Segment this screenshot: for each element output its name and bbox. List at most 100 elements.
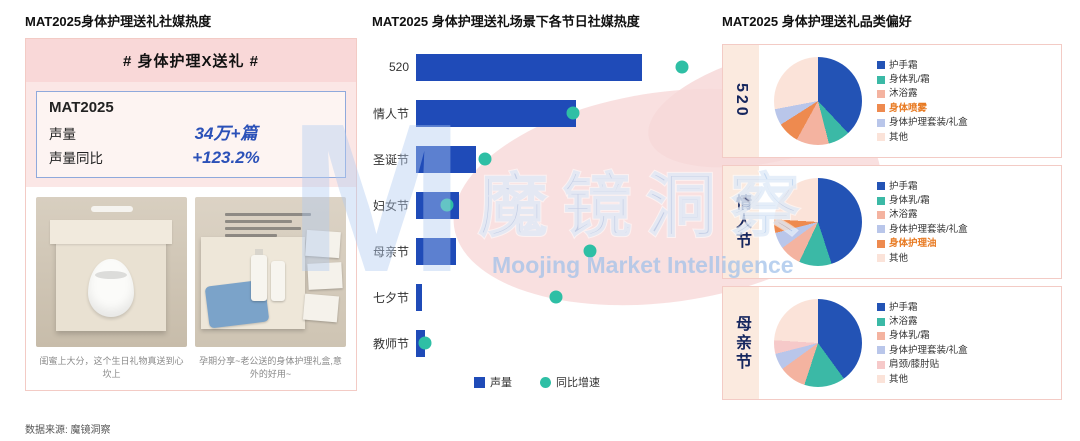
legend-swatch	[877, 360, 885, 369]
ugc-photos	[26, 187, 356, 351]
legend-swatch	[877, 346, 885, 355]
bar-track	[416, 99, 702, 127]
pie-legend-item: 身体乳/霜	[877, 330, 1057, 341]
pie-legend-item: 护手霜	[877, 181, 1057, 192]
bar-row: 情人节	[372, 90, 702, 136]
pie-band: 520	[723, 45, 759, 158]
ugc-photo-gift-egg	[36, 197, 187, 348]
legend-swatch	[877, 196, 885, 205]
legend-label: 声量	[490, 377, 512, 390]
bar-category-label: 520	[388, 60, 409, 75]
middle-panel-title: MAT2025 身体护理送礼场景下各节日社媒热度	[372, 14, 640, 29]
egg-device-shape	[88, 259, 134, 318]
legend-label: 身体乳/霜	[889, 194, 930, 206]
legend-label: 护手霜	[889, 301, 918, 313]
volume-label: 声量	[49, 127, 76, 143]
chart-legend: 声量 同比增速	[372, 374, 702, 390]
pie-legend-item: 肩颈/膝肘贴	[877, 359, 1057, 370]
pie-chart-mothers-day	[774, 299, 862, 388]
legend-swatch	[877, 211, 885, 220]
growth-dot	[440, 198, 454, 212]
volume-bar	[416, 145, 477, 173]
social-heat-panel: MAT2025身体护理送礼社媒热度 # 身体护理X送礼 # MAT2025 声量…	[25, 14, 357, 392]
pie-legend-item: 护手霜	[877, 60, 1057, 71]
stats-box: MAT2025 声量 34万+篇 声量同比 +123.2%	[36, 91, 346, 179]
bar-track	[416, 191, 702, 219]
stat-yoy-row: 声量同比 +123.2%	[49, 147, 333, 168]
stat-volume-row: 声量 34万+篇	[49, 119, 333, 144]
pie-legend-item: 身体护理套装/礼盒	[877, 224, 1057, 235]
legend-swatch	[877, 90, 885, 99]
legend-swatch	[877, 104, 885, 113]
legend-swatch	[877, 133, 885, 142]
photo-brand-mark	[90, 206, 133, 213]
category-preference-panel: MAT2025 身体护理送礼品类偏好 520 护手霜 身体乳/霜 沐浴露 身体喷雾 身体…	[722, 14, 1062, 407]
legend-label: 护手霜	[889, 180, 918, 192]
pie-legend-item: 身体乳/霜	[877, 195, 1057, 206]
pie-legend: 护手霜沐浴露身体乳/霜身体护理套装/礼盒肩颈/膝肘贴 其他	[877, 287, 1061, 399]
pie-legend-item: 其他	[877, 374, 1057, 385]
legend-swatch	[877, 182, 885, 191]
bottle-shape	[271, 261, 285, 302]
bar-category-label: 教师节	[372, 336, 409, 351]
pie-legend-item: 沐浴露	[877, 209, 1057, 220]
photo-captions: 闺蜜上大分，这个生日礼物真送到心坎上 孕期分享~老公送的身体护理礼盒,意外的好用…	[26, 351, 356, 390]
overlay-text-lines	[225, 213, 311, 241]
legend-item-growth: 同比增速	[540, 374, 600, 390]
pie-legend-item: 身体护理套装/礼盒	[877, 345, 1057, 356]
gift-box-lid-shape	[50, 220, 172, 245]
legend-item-volume: 声量	[474, 374, 512, 390]
bar-category-label: 七夕节	[372, 290, 409, 305]
gift-box-shape	[50, 220, 172, 332]
legend-label: 其他	[889, 131, 909, 143]
holiday-bar-chart: 520 情人节 圣诞节 妇女节 母亲节 七夕节 教师节	[372, 44, 702, 366]
yoy-label: 声量同比	[49, 151, 103, 167]
legend-swatch	[877, 118, 885, 127]
bar-track	[416, 145, 702, 173]
legend-label: 沐浴露	[889, 88, 918, 100]
pie-chart-valentines	[774, 178, 862, 267]
legend-label: 其他	[889, 373, 909, 385]
pie-legend-item: 沐浴露	[877, 316, 1057, 327]
legend-label: 身体乳/霜	[889, 330, 930, 342]
polaroid-shape	[302, 293, 340, 323]
growth-dot	[549, 290, 563, 304]
growth-swatch	[540, 376, 551, 388]
bar-row: 520	[372, 44, 702, 90]
legend-label: 身体护理套装/礼盒	[889, 223, 968, 235]
pie-card-mothers-day: 母亲节 护手霜沐浴露身体乳/霜身体护理套装/礼盒肩颈/膝肘贴 其他	[722, 286, 1062, 401]
bar-category-label: 母亲节	[372, 244, 409, 259]
pie-wrap	[759, 45, 877, 157]
volume-bar	[416, 283, 422, 311]
volume-bar	[416, 99, 577, 127]
legend-label: 身体喷雾	[889, 102, 928, 114]
legend-label: 身体护理油	[889, 238, 937, 250]
pie-card-520: 520 护手霜身体乳/霜沐浴露身体喷雾身体护理套装/礼盒 其他	[722, 44, 1062, 159]
hashtag-header: # 身体护理X送礼 #	[26, 39, 356, 83]
legend-swatch	[877, 254, 885, 263]
legend-swatch	[877, 239, 885, 248]
ugc-photo-gift-set	[195, 197, 346, 348]
legend-swatch	[877, 332, 885, 341]
pie-card-valentines: 情人节 护手霜 身体乳/霜 沐浴露 身体护理套装/礼盒 身体护理油 其他	[722, 165, 1062, 280]
legend-swatch	[877, 75, 885, 84]
pie-legend-item: 其他	[877, 132, 1057, 143]
legend-label: 身体乳/霜	[889, 73, 930, 85]
bar-category-label: 妇女节	[372, 198, 409, 213]
legend-swatch	[877, 303, 885, 312]
pie-legend-item: 身体喷雾	[877, 103, 1057, 114]
growth-dot	[566, 106, 580, 120]
bar-row: 教师节	[372, 320, 702, 366]
pie-legend-item: 身体护理套装/礼盒	[877, 117, 1057, 128]
pie-wrap	[759, 166, 877, 278]
bar-track	[416, 53, 702, 81]
legend-label: 身体护理套装/礼盒	[889, 117, 968, 129]
pie-legend: 护手霜身体乳/霜沐浴露身体喷雾身体护理套装/礼盒 其他	[877, 45, 1061, 157]
volume-bar	[416, 237, 457, 265]
photo-caption: 闺蜜上大分，这个生日礼物真送到心坎上	[39, 356, 184, 379]
legend-label: 肩颈/膝肘贴	[889, 359, 940, 371]
bar-track	[416, 329, 702, 357]
legend-label: 其他	[889, 252, 909, 264]
pie-band-label: 母亲节	[733, 314, 750, 372]
